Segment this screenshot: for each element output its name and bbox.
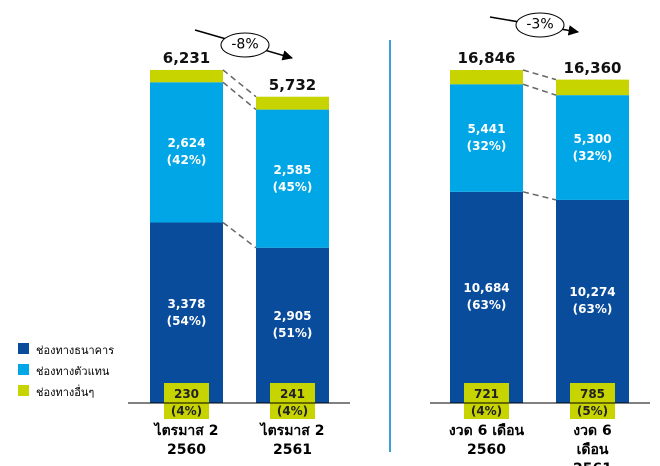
total-label: 5,732 <box>268 75 317 94</box>
bar-segment <box>150 82 223 223</box>
value-label: 10,684 (63%) <box>463 281 510 313</box>
label-bg <box>464 383 509 419</box>
total-label: 16,360 <box>563 58 622 77</box>
legend-swatch <box>18 343 29 354</box>
label-bg <box>570 383 615 419</box>
legend-swatch <box>18 364 29 375</box>
legend-label: ช่องทางตัวแทน <box>36 365 110 378</box>
value-label: 721 (4%) <box>470 387 503 418</box>
total-label: 6,231 <box>162 48 211 67</box>
value-label: 241 (4%) <box>276 387 309 418</box>
value-label: 2,585 (45%) <box>272 162 313 194</box>
bar-segment <box>256 96 329 110</box>
connector <box>522 83 557 96</box>
bar-segment <box>256 247 329 403</box>
bar-segment <box>150 69 223 83</box>
change-label: -8% <box>231 36 259 53</box>
bar-segment <box>450 84 523 192</box>
bar-segment <box>256 109 329 248</box>
change-label: -3% <box>526 16 554 33</box>
connector <box>222 221 257 249</box>
label-bg <box>164 383 209 419</box>
connector <box>522 191 557 201</box>
value-label: 785 (5%) <box>576 387 609 418</box>
label-bg <box>270 383 315 419</box>
connector <box>222 69 257 98</box>
value-label: 3,378 (54%) <box>166 296 207 328</box>
connector <box>222 81 257 111</box>
category-label: ไตรมาส 2 2560 <box>154 423 219 458</box>
category-label: ไตรมาส 2 2561 <box>260 423 325 458</box>
change-badge <box>220 32 270 58</box>
connector <box>522 69 557 81</box>
legend-swatch <box>18 385 29 396</box>
bar-segment <box>556 95 629 200</box>
legend-label: ช่องทางธนาคาร <box>36 344 115 357</box>
change-badge <box>515 12 565 38</box>
legend-label: ช่องทางอื่นๆ <box>36 386 95 399</box>
value-label: 10,274 (63%) <box>569 285 616 317</box>
bar-segment <box>450 70 523 85</box>
value-label: 5,441 (32%) <box>466 122 507 154</box>
category-label: งวด 6 เดือน 2560 <box>448 423 525 458</box>
bar-segment <box>450 191 523 403</box>
bar-segment <box>556 199 629 403</box>
category-label: งวด 6 เดือน 2561 <box>573 423 612 466</box>
value-label: 2,905 (51%) <box>272 309 313 341</box>
total-label: 16,846 <box>457 49 516 67</box>
value-label: 2,624 (42%) <box>166 136 207 168</box>
bar-segment <box>150 222 223 403</box>
value-label: 5,300 (32%) <box>572 131 613 163</box>
value-label: 230 (4%) <box>170 387 203 418</box>
bar-segment <box>556 79 629 96</box>
